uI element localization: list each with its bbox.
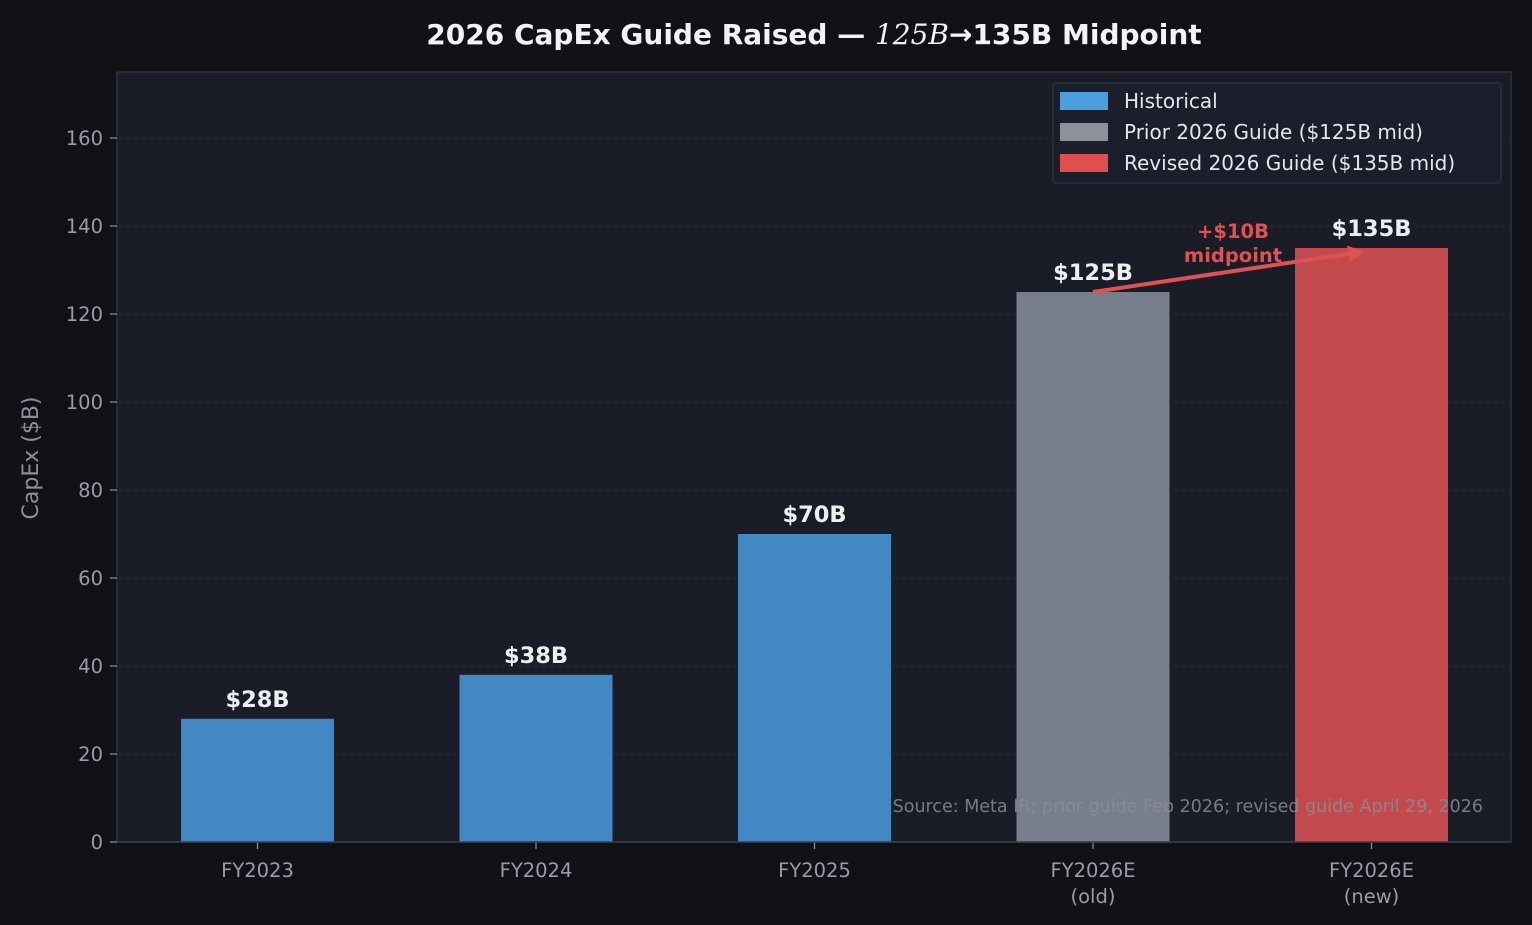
legend-items: Historical Prior 2026 Guide ($125B mid) Re…	[1060, 89, 1455, 175]
bar-value-label: $28B	[225, 687, 289, 713]
bar-value-label: $70B	[782, 502, 846, 528]
bar-value-label: $125B	[1053, 260, 1133, 286]
legend-swatch-historical	[1060, 92, 1108, 110]
bars	[181, 248, 1448, 842]
y-tick-label: 160	[66, 127, 103, 150]
legend-swatch-revised	[1060, 154, 1108, 172]
y-tick-label: 0	[91, 831, 103, 854]
legend-swatch-prior	[1060, 123, 1108, 141]
bar-2	[738, 534, 891, 842]
x-tick-label: FY2026E (old)	[1050, 859, 1135, 908]
bar-4	[1295, 248, 1448, 842]
bar-value-label: $135B	[1332, 216, 1412, 242]
chart-title-post: →135B Midpoint	[949, 18, 1202, 51]
x-tick-label-line: FY2025	[778, 859, 851, 882]
y-tick-label: 140	[66, 215, 103, 238]
chart-title: 2026 CapEx Guide Raised — 125B→135B Midp…	[426, 18, 1201, 51]
x-tick-label: FY2023	[221, 859, 294, 882]
y-axis-label: CapEx ($B)	[19, 397, 44, 520]
y-tick-label: 80	[78, 479, 103, 502]
legend: Historical Prior 2026 Guide ($125B mid) Re…	[1052, 82, 1502, 184]
bar-value-labels: $28B $38B $70B $125B $135B	[225, 216, 1411, 713]
bar-0	[181, 718, 334, 842]
x-tick-label-line: FY2026E	[1329, 859, 1414, 882]
bar-3	[1016, 292, 1170, 842]
x-tick-label-line: (old)	[1071, 885, 1116, 908]
grid-lines	[117, 137, 1511, 755]
x-tick-label-line: FY2026E	[1050, 859, 1135, 882]
x-tick-label: FY2024	[500, 859, 573, 882]
legend-label-prior: Prior 2026 Guide ($125B mid)	[1124, 120, 1423, 144]
y-tick-label: 60	[78, 567, 103, 590]
y-tick-label: 40	[78, 655, 103, 678]
y-axis-ticks: 0 20 40 60 80 100 120 140 160	[66, 127, 117, 854]
annotation-line-1: +$10B	[1197, 220, 1269, 243]
y-tick-label: 20	[78, 743, 103, 766]
midpoint-annotation: +$10B midpoint	[1092, 220, 1365, 294]
y-tick-label: 100	[66, 391, 103, 414]
bar-value-label: $38B	[504, 643, 568, 669]
x-axis-ticks: FY2023 FY2024 FY2025 FY2026E (old) FY2026E (ne…	[117, 841, 1511, 908]
legend-label-revised: Revised 2026 Guide ($135B mid)	[1124, 151, 1455, 175]
chart-title-pre: 2026 CapEx Guide Raised —	[426, 18, 875, 51]
x-tick-label: FY2025	[778, 859, 851, 882]
legend-label-historical: Historical	[1124, 89, 1218, 113]
midpoint-arrow	[1092, 245, 1365, 294]
x-tick-label-line: (new)	[1344, 885, 1400, 908]
source-note: Source: Meta IR; prior guide Feb 2026; r…	[893, 797, 1483, 817]
x-tick-label: FY2026E (new)	[1329, 859, 1414, 908]
annotation-line-2: midpoint	[1184, 244, 1282, 267]
chart-title-math: 125B	[875, 18, 949, 51]
y-tick-label: 120	[66, 303, 103, 326]
x-tick-label-line: FY2024	[500, 859, 573, 882]
legend-box	[1052, 82, 1502, 184]
bar-1	[459, 674, 613, 842]
x-tick-label-line: FY2023	[221, 859, 294, 882]
